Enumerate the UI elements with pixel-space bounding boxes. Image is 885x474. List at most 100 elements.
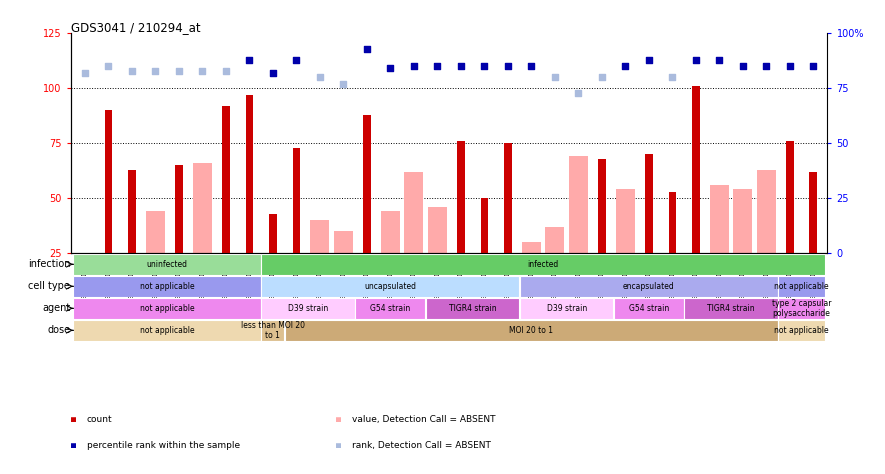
Point (759, 63, 773, 70)
FancyBboxPatch shape (356, 298, 426, 319)
Point (735, 63, 750, 70)
Bar (404, 172, 423, 253)
Text: uninfected: uninfected (147, 260, 188, 269)
Bar (734, 190, 752, 253)
Text: encapsulated: encapsulated (623, 282, 674, 291)
FancyBboxPatch shape (519, 298, 613, 319)
Bar (293, 147, 300, 253)
FancyBboxPatch shape (73, 320, 261, 341)
FancyBboxPatch shape (519, 276, 778, 297)
FancyBboxPatch shape (261, 298, 355, 319)
Point (642, 56, 656, 64)
Bar (569, 156, 588, 253)
Bar (311, 220, 329, 253)
Text: ■: ■ (71, 441, 76, 450)
Point (595, 73, 609, 81)
Bar (810, 172, 817, 253)
Text: value, Detection Call = ABSENT: value, Detection Call = ABSENT (352, 415, 496, 424)
Text: ■: ■ (336, 441, 342, 450)
Bar (245, 95, 253, 253)
Text: count: count (87, 415, 112, 424)
Point (454, 63, 468, 70)
FancyBboxPatch shape (779, 320, 825, 341)
Point (172, 67, 186, 74)
FancyBboxPatch shape (614, 298, 684, 319)
Text: infection: infection (27, 259, 70, 269)
FancyBboxPatch shape (73, 254, 261, 274)
Text: not applicable: not applicable (774, 326, 829, 335)
Bar (128, 170, 135, 253)
Bar (645, 154, 653, 253)
Point (383, 64, 397, 72)
Point (78, 69, 92, 77)
Text: rank, Detection Call = ABSENT: rank, Detection Call = ABSENT (352, 441, 491, 450)
Text: TIGR4 strain: TIGR4 strain (449, 304, 496, 313)
Point (196, 67, 210, 74)
Bar (193, 163, 212, 253)
Bar (522, 242, 541, 253)
FancyBboxPatch shape (261, 276, 519, 297)
Point (266, 69, 280, 77)
Text: D39 strain: D39 strain (547, 304, 587, 313)
Bar (146, 211, 165, 253)
Bar (457, 141, 465, 253)
Point (125, 67, 139, 74)
Point (289, 56, 304, 64)
Text: TIGR4 strain: TIGR4 strain (707, 304, 755, 313)
FancyBboxPatch shape (426, 298, 519, 319)
Text: dose: dose (47, 325, 70, 335)
Text: percentile rank within the sample: percentile rank within the sample (87, 441, 240, 450)
Text: not applicable: not applicable (774, 282, 829, 291)
FancyBboxPatch shape (684, 298, 778, 319)
Bar (381, 211, 400, 253)
Point (149, 67, 163, 74)
Point (407, 63, 421, 70)
Point (806, 63, 820, 70)
Text: less than MOI 20
to 1: less than MOI 20 to 1 (241, 320, 305, 340)
Point (360, 45, 374, 53)
Point (242, 56, 257, 64)
Bar (504, 143, 512, 253)
Bar (710, 185, 728, 253)
FancyBboxPatch shape (261, 320, 284, 341)
Text: cell type: cell type (28, 281, 70, 291)
Bar (175, 165, 183, 253)
Point (336, 80, 350, 88)
Text: GDS3041 / 210294_at: GDS3041 / 210294_at (71, 21, 200, 34)
FancyBboxPatch shape (73, 298, 261, 319)
Text: ■: ■ (336, 415, 342, 424)
Text: not applicable: not applicable (140, 304, 195, 313)
Point (524, 63, 538, 70)
Bar (334, 231, 353, 253)
Text: agent: agent (42, 303, 70, 313)
Bar (668, 191, 676, 253)
Bar (428, 207, 447, 253)
FancyBboxPatch shape (285, 320, 778, 341)
Bar (598, 159, 605, 253)
Bar (786, 141, 794, 253)
Text: type 2 capsular
polysaccharide: type 2 capsular polysaccharide (772, 299, 831, 318)
Text: ■: ■ (71, 415, 76, 424)
Bar (757, 170, 776, 253)
FancyBboxPatch shape (779, 276, 825, 297)
Bar (222, 106, 230, 253)
Point (783, 63, 797, 70)
Text: infected: infected (527, 260, 558, 269)
Bar (692, 86, 700, 253)
Point (477, 63, 491, 70)
Text: MOI 20 to 1: MOI 20 to 1 (510, 326, 553, 335)
FancyBboxPatch shape (779, 298, 825, 319)
Point (430, 63, 444, 70)
Point (501, 63, 515, 70)
Point (619, 63, 633, 70)
Point (666, 73, 680, 81)
Bar (616, 190, 635, 253)
Text: D39 strain: D39 strain (288, 304, 328, 313)
Point (712, 56, 727, 64)
Bar (104, 110, 112, 253)
FancyBboxPatch shape (261, 254, 825, 274)
Bar (269, 214, 277, 253)
Point (219, 67, 233, 74)
Point (548, 73, 562, 81)
Text: uncapsulated: uncapsulated (365, 282, 416, 291)
